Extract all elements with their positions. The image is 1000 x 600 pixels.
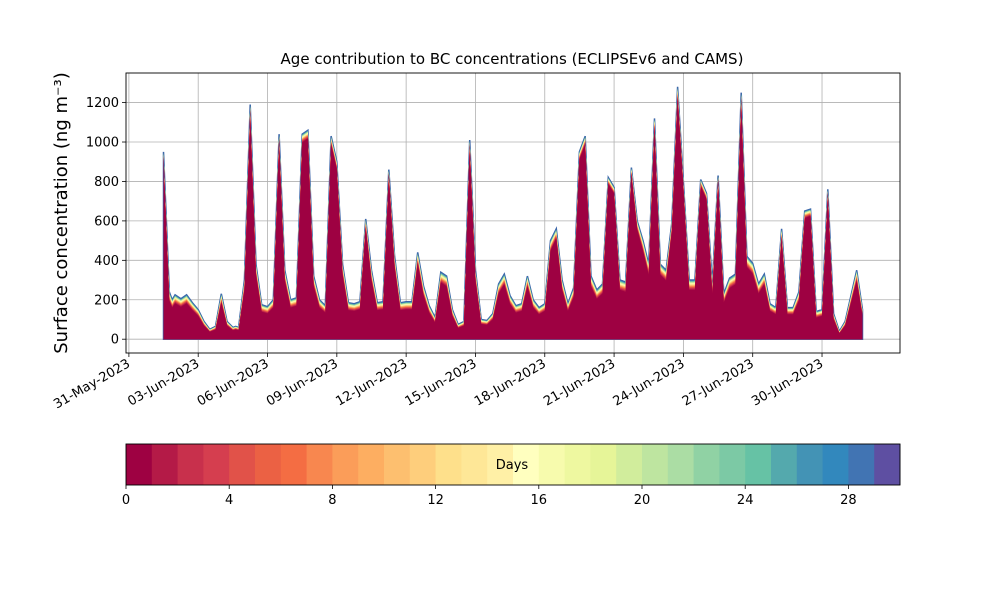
- colorbar-swatch: [616, 444, 643, 485]
- colorbar-swatch: [771, 444, 798, 485]
- y-tick-label: 1200: [86, 96, 119, 111]
- x-tick-label: 12-Jun-2023: [333, 356, 410, 409]
- y-tick-label: 200: [94, 293, 119, 308]
- colorbar-swatch: [874, 444, 901, 485]
- colorbar-swatch: [745, 444, 772, 485]
- colorbar-swatch: [513, 444, 540, 485]
- colorbar-frame: [125, 443, 901, 486]
- y-tick-label: 600: [94, 214, 119, 229]
- colorbar-swatch: [255, 444, 282, 485]
- colorbar-swatch: [332, 444, 359, 485]
- chart-title: Age contribution to BC concentrations (E…: [281, 50, 744, 68]
- y-axis-label: Surface concentration (ng m⁻³): [51, 72, 72, 354]
- colorbar-tick-label: 28: [840, 493, 857, 508]
- colorbar-swatch: [487, 444, 514, 485]
- plot-frame: [125, 72, 901, 354]
- colorbar-swatch: [719, 444, 746, 485]
- x-tick-label: 24-Jun-2023: [611, 356, 688, 409]
- colorbar-swatch: [435, 444, 462, 485]
- colorbar-swatch: [384, 444, 411, 485]
- y-tick-label: 400: [94, 254, 119, 269]
- y-tick-label: 0: [111, 333, 119, 348]
- colorbar-swatch: [126, 444, 153, 485]
- colorbar-swatch: [151, 444, 179, 485]
- x-tick-label: 03-Jun-2023: [125, 356, 202, 409]
- x-tick-label: 18-Jun-2023: [472, 356, 549, 409]
- colorbar-swatch: [822, 444, 849, 485]
- colorbar-tick-label: 12: [427, 493, 444, 508]
- colorbar-swatch: [461, 444, 488, 485]
- x-tick-label: 30-Jun-2023: [749, 356, 826, 409]
- colorbar-swatch: [848, 444, 875, 485]
- colorbar-swatch: [177, 444, 204, 485]
- x-tick-label: 06-Jun-2023: [195, 356, 272, 409]
- colorbar-swatch: [642, 444, 669, 485]
- x-tick-label: 21-Jun-2023: [541, 356, 618, 409]
- colorbar-swatch: [538, 444, 566, 485]
- colorbar-swatch: [306, 444, 333, 485]
- plot-area: 0 200 400 600 800 1000 1200 31-May-202303-Jun-2…: [51, 72, 901, 412]
- colorbar-swatch: [693, 444, 720, 485]
- y-tick-label: 1000: [86, 136, 119, 151]
- x-tick-label: 31-May-2023: [51, 356, 133, 412]
- colorbar-tick-label: 16: [531, 493, 548, 508]
- colorbar-tick-label: 0: [122, 493, 130, 508]
- colorbar-swatch: [280, 444, 308, 485]
- colorbar-swatch: [590, 444, 617, 485]
- colorbar-swatch: [203, 444, 230, 485]
- colorbar-tick-label: 24: [737, 493, 754, 508]
- colorbar-tick-label: 20: [634, 493, 651, 508]
- colorbar: 0 4 8 12 16 20 24 28: [122, 443, 901, 508]
- colorbar-swatch: [409, 444, 437, 485]
- age-bin-area-0: [163, 96, 863, 340]
- colorbar-tick-label: 8: [328, 493, 336, 508]
- colorbar-swatch: [667, 444, 695, 485]
- colorbar-swatch: [564, 444, 591, 485]
- colorbar-label: Days: [496, 458, 529, 473]
- y-tick-label: 800: [94, 175, 119, 190]
- colorbar-swatch: [229, 444, 256, 485]
- x-tick-label: 09-Jun-2023: [264, 356, 341, 409]
- x-tick-label: 15-Jun-2023: [403, 356, 480, 409]
- colorbar-swatch: [358, 444, 385, 485]
- colorbar-swatch: [796, 444, 824, 485]
- colorbar-tick-label: 4: [225, 493, 233, 508]
- x-tick-label: 27-Jun-2023: [680, 356, 757, 409]
